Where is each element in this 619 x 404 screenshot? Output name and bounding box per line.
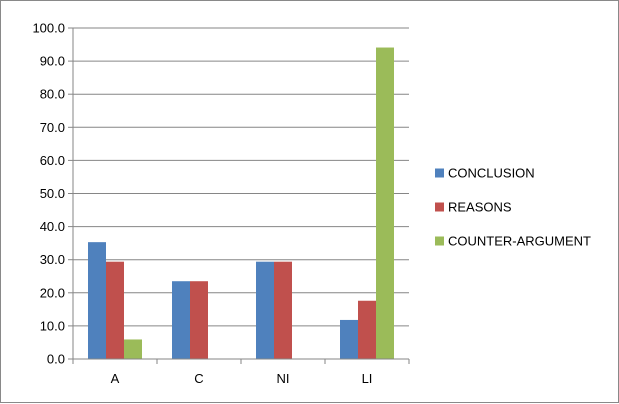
- bar-conclusion-li: [340, 319, 358, 359]
- y-tick-label: 40.0: [40, 219, 65, 234]
- bars: [88, 47, 394, 360]
- legend-swatch: [435, 202, 444, 212]
- legend-label: CONCLUSION: [448, 166, 535, 181]
- bar-reasons-c: [190, 281, 208, 359]
- y-tick-label: 70.0: [40, 120, 65, 135]
- bar-conclusion-a: [88, 242, 106, 359]
- y-tick-label: 80.0: [40, 87, 65, 102]
- y-tick-label: 60.0: [40, 153, 65, 168]
- y-tick-label: 100.0: [32, 21, 65, 36]
- bar-counter-argument-a: [124, 339, 142, 359]
- x-tick-label: LI: [362, 371, 373, 386]
- y-tick-label: 0.0: [47, 352, 65, 367]
- y-axis-ticks: 0.0 10.0 20.0 30.0 40.0 50.0 60.0 70.0 80.0 90.0 1…: [32, 21, 73, 367]
- bar-reasons-a: [106, 261, 124, 359]
- bar-reasons-li: [358, 300, 376, 359]
- gridlines: [73, 27, 409, 327]
- legend-label: COUNTER-ARGUMENT: [448, 234, 591, 249]
- y-tick-label: 20.0: [40, 285, 65, 300]
- y-tick-label: 30.0: [40, 252, 65, 267]
- x-tick-label: NI: [277, 371, 290, 386]
- y-tick-label: 90.0: [40, 54, 65, 69]
- bar-counter-argument-li: [376, 47, 394, 360]
- bar-conclusion-c: [172, 281, 190, 359]
- bar-reasons-ni: [274, 261, 292, 359]
- legend-swatch: [435, 236, 444, 246]
- x-tick-label: C: [194, 371, 203, 386]
- x-tick-label: A: [111, 371, 120, 386]
- bar-conclusion-ni: [256, 261, 274, 359]
- y-tick-label: 10.0: [40, 318, 65, 333]
- legend-swatch: [435, 168, 444, 178]
- y-tick-label: 50.0: [40, 186, 65, 201]
- legend: CONCLUSION REASONS COUNTER-ARGUMENT: [435, 166, 591, 249]
- legend-label: REASONS: [448, 200, 512, 215]
- x-axis-ticks: A C NI LI: [72, 359, 410, 386]
